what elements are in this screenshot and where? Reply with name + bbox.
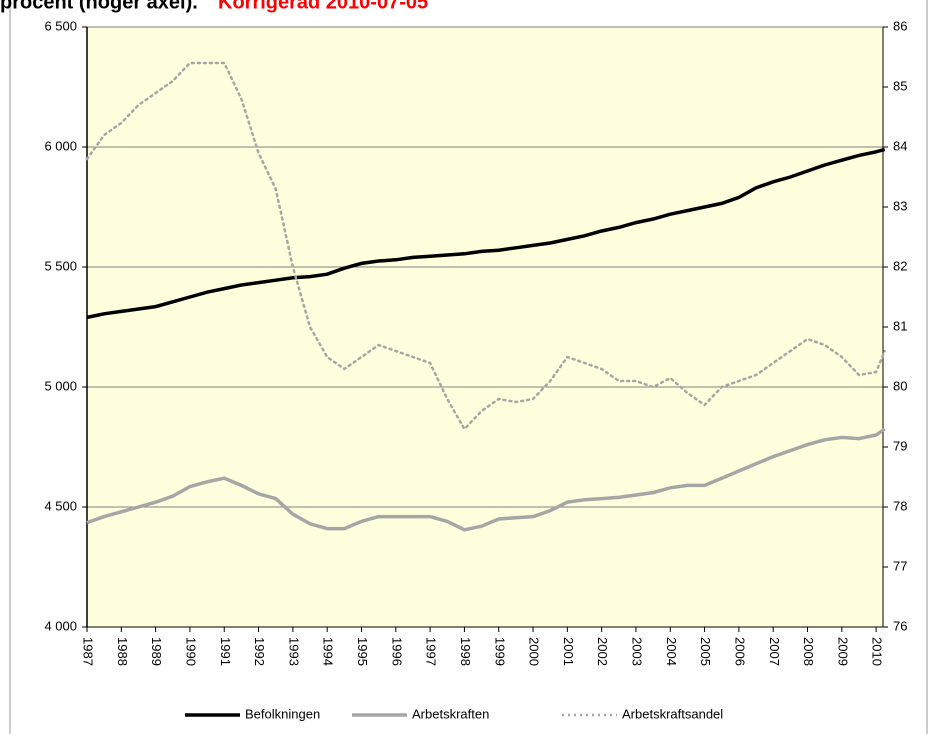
- y2-tick-label: 78: [893, 498, 907, 513]
- y2-tick-label: 79: [893, 438, 907, 453]
- x-tick-label: 2005: [698, 637, 713, 666]
- series-line: [86, 147, 886, 320]
- x-tick-label: 2009: [835, 637, 850, 666]
- x-tick-label: 1990: [183, 637, 198, 666]
- x-tick-label: 2003: [630, 637, 645, 666]
- x-tick-label: 1989: [149, 637, 164, 666]
- y2-tick-label: 85: [893, 78, 907, 93]
- x-tick-label: 2006: [732, 637, 747, 666]
- legend-label: Arbetskraften: [412, 706, 489, 721]
- x-tick-label: 1993: [286, 637, 301, 666]
- chart-title: procent (höger axel).: [0, 0, 198, 13]
- y2-tick-label: 84: [893, 138, 907, 153]
- x-tick-label: 2000: [527, 637, 542, 666]
- y-tick-label: 5 000: [44, 378, 77, 393]
- x-tick-label: 1995: [355, 637, 370, 666]
- x-tick-label: 1992: [252, 637, 267, 666]
- x-tick-label: 2001: [561, 637, 576, 666]
- y-tick-label: 6 500: [44, 18, 77, 33]
- x-tick-label: 2008: [801, 637, 816, 666]
- x-tick-label: 1988: [115, 637, 130, 666]
- y-tick-label: 4 000: [44, 618, 77, 633]
- y2-tick-label: 86: [893, 18, 907, 33]
- x-tick-label: 2002: [595, 637, 610, 666]
- y2-tick-label: 83: [893, 198, 907, 213]
- x-tick-label: 2004: [664, 637, 679, 666]
- x-tick-label: 1996: [389, 637, 404, 666]
- y-tick-label: 5 500: [44, 258, 77, 273]
- y2-tick-label: 77: [893, 558, 907, 573]
- x-tick-label: 2007: [767, 637, 782, 666]
- y2-tick-label: 76: [893, 618, 907, 633]
- plot-area: [87, 27, 883, 627]
- series-line: [85, 61, 886, 432]
- x-tick-label: 1991: [218, 637, 233, 666]
- legend-label: Arbetskraftsandel: [622, 706, 723, 721]
- x-tick-label: 1998: [458, 637, 473, 666]
- x-tick-label: 1994: [321, 637, 336, 666]
- x-tick-label: 2010: [870, 637, 885, 666]
- x-tick-label: 1999: [492, 637, 507, 666]
- x-tick-label: 1997: [424, 637, 439, 666]
- y2-tick-label: 81: [893, 318, 907, 333]
- annotation: Korrigerad 2010-07-05: [218, 0, 428, 13]
- x-tick-label: 1987: [81, 637, 96, 666]
- y-tick-label: 4 500: [44, 498, 77, 513]
- y2-tick-label: 82: [893, 258, 907, 273]
- y-tick-label: 6 000: [44, 138, 77, 153]
- y2-tick-label: 80: [893, 378, 907, 393]
- series-line: [86, 427, 886, 532]
- legend-label: Befolkningen: [245, 706, 320, 721]
